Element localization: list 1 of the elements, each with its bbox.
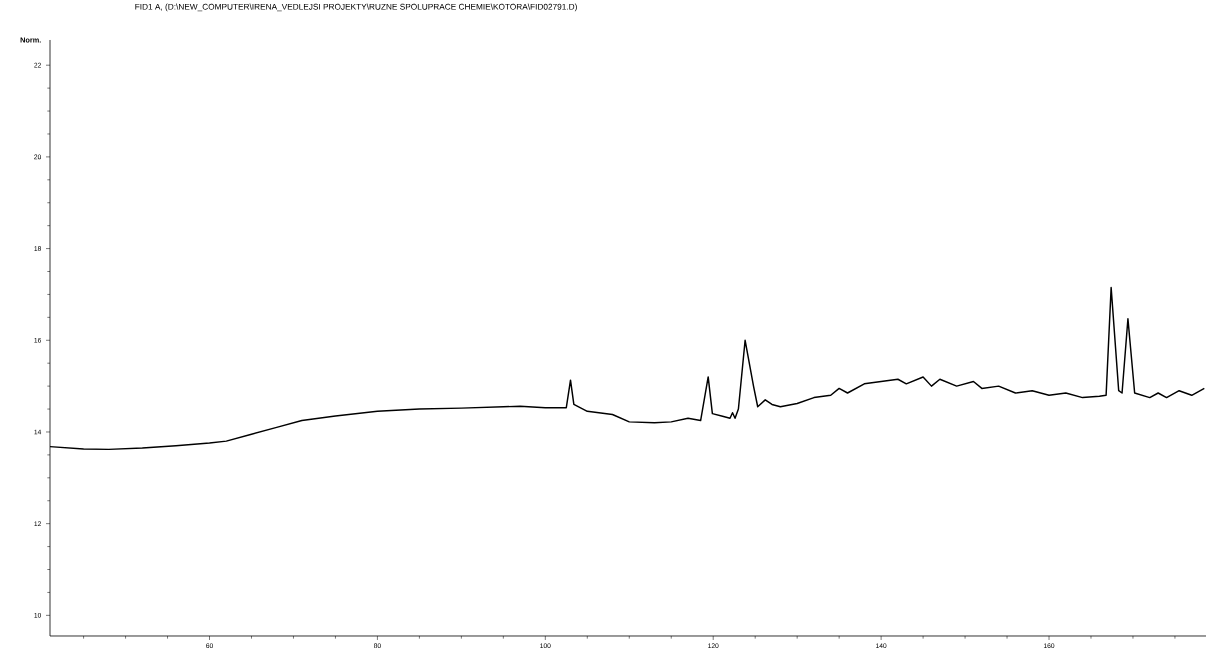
chart-title: FID1 A, (D:\NEW_COMPUTER\IRENA_VEDLEJSI PROJEKTY\RUZNE SPOLUPRACE CHEMIE\KOTORA\FID02791.D) — [135, 3, 577, 12]
